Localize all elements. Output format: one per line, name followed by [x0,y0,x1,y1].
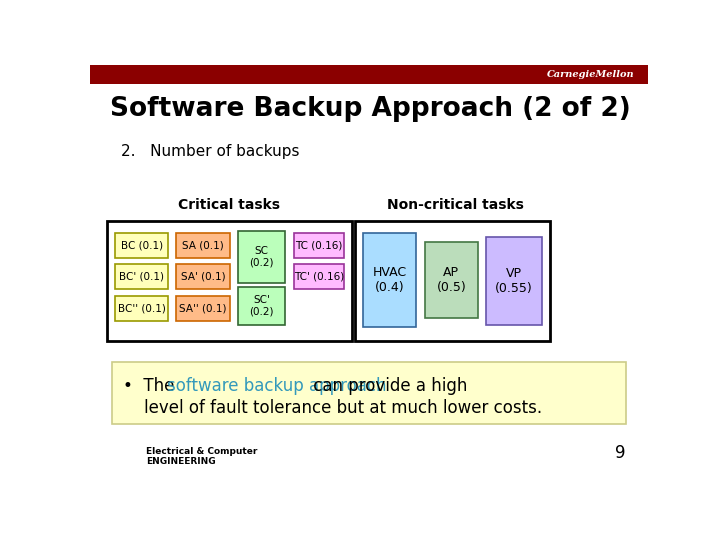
Text: Software Backup Approach (2 of 2): Software Backup Approach (2 of 2) [109,96,630,122]
Text: CarnegieMellon: CarnegieMellon [546,70,634,79]
Bar [176,295,230,321]
Text: 2.   Number of backups: 2. Number of backups [121,144,300,159]
Text: SA' (0.1): SA' (0.1) [181,272,225,282]
Text: BC' (0.1): BC' (0.1) [119,272,164,282]
Bar [176,233,230,258]
Bar [364,233,416,327]
Bar [355,221,550,341]
Text: SA (0.1): SA (0.1) [182,241,224,251]
Text: VP
(0.55): VP (0.55) [495,267,533,295]
Text: HVAC
(0.4): HVAC (0.4) [373,266,407,294]
Bar [115,295,168,321]
Text: software backup approach: software backup approach [167,377,387,395]
Text: AP
(0.5): AP (0.5) [436,266,466,294]
Text: 9: 9 [615,444,626,462]
Text: •  The: • The [124,377,180,395]
Text: TC' (0.16): TC' (0.16) [294,272,344,282]
Bar [238,287,285,325]
Text: SA'' (0.1): SA'' (0.1) [179,303,227,313]
Bar [294,233,344,258]
Text: level of fault tolerance but at much lower costs.: level of fault tolerance but at much low… [124,399,543,417]
Bar [176,265,230,289]
Text: BC'' (0.1): BC'' (0.1) [117,303,166,313]
Text: can provide a high: can provide a high [307,377,467,395]
Text: TC (0.16): TC (0.16) [295,241,343,251]
Bar [112,362,626,424]
Bar [238,231,285,283]
Text: Electrical & Computer
ENGINEERING: Electrical & Computer ENGINEERING [145,447,257,466]
Bar [425,241,478,319]
Bar [90,65,648,84]
Text: BC (0.1): BC (0.1) [120,241,163,251]
Text: SC
(0.2): SC (0.2) [249,246,274,268]
Text: Non-critical tasks: Non-critical tasks [387,198,524,212]
Bar [294,265,344,289]
Bar [107,221,352,341]
Text: Critical tasks: Critical tasks [179,198,281,212]
Bar [115,233,168,258]
Bar [486,238,542,325]
Text: SC'
(0.2): SC' (0.2) [249,295,274,317]
Bar [115,265,168,289]
